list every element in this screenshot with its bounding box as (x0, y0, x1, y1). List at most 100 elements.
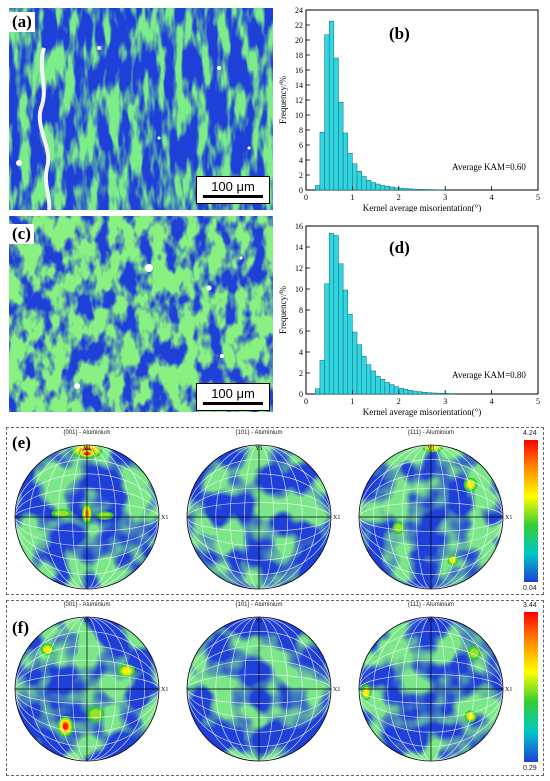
panel-label-b: (b) (389, 24, 410, 43)
scale-bar-c-line (203, 402, 263, 405)
y-tick-label-d-2: 4 (299, 348, 303, 357)
y-tick-label-b-9: 18 (295, 51, 303, 60)
x-axis-label-d: Kernel average misorientation(°) (363, 407, 482, 417)
y-tick-label-b-7: 14 (295, 81, 303, 90)
bar-b-17 (384, 186, 390, 191)
bar-b-9 (347, 153, 353, 191)
bar-d-3 (319, 360, 325, 395)
x-tick-label-b-3: 3 (443, 193, 447, 202)
pole-figure-f1: Y1 X1 (14, 616, 168, 762)
bar-b-5 (328, 21, 335, 191)
y-tick-label-d-7: 14 (295, 243, 303, 252)
y-tick-label-b-12: 24 (295, 6, 303, 15)
pole-figure-f2-texture (187, 617, 331, 761)
pole-figure-f2-y-axis-label: Y1 (255, 618, 262, 624)
bar-b-14 (370, 182, 376, 191)
scale-bar-c-label: 100 μm (211, 386, 255, 401)
y-axis-label-b: Frequency/% (278, 76, 288, 124)
scale-bar-a: 100 μm (196, 176, 270, 204)
colorbar-f-max: 3.44 (523, 602, 537, 609)
y-tick-label-d-4: 8 (299, 306, 303, 315)
y-tick-label-b-6: 12 (295, 96, 303, 105)
bar-d-16 (379, 379, 386, 395)
pole-figure-f2-x-axis-label: X1 (333, 687, 340, 693)
panel-label-f: (f) (12, 618, 29, 637)
y-tick-label-b-4: 8 (299, 126, 303, 135)
bar-b-7 (338, 102, 344, 191)
bar-d-17 (384, 382, 390, 395)
x-tick-label-d-0: 0 (304, 397, 308, 406)
y-tick-label-b-1: 2 (299, 171, 303, 180)
y-tick-label-b-10: 20 (295, 36, 303, 45)
colorbar-f-min: 0.29 (523, 765, 537, 772)
pole-figure-f3-x-axis-label: X1 (505, 687, 512, 693)
bar-d-30 (444, 393, 451, 395)
bar-b-8 (342, 132, 349, 191)
bar-d-7 (338, 263, 344, 395)
pole-figure-e2-texture (187, 445, 331, 589)
bar-d-6 (333, 235, 339, 395)
pole-figure-e3-x-axis-label: X1 (505, 515, 512, 521)
pole-figure-e2-x-axis-label: X1 (333, 515, 340, 521)
pole-figure-e3-texture (359, 445, 503, 589)
y-tick-label-d-0: 0 (299, 390, 303, 399)
bar-d-20 (398, 387, 404, 395)
pole-figure-f3: Y1 X1 (358, 616, 512, 762)
bar-b-23 (412, 188, 418, 191)
x-tick-label-b-4: 4 (490, 193, 494, 202)
pole-figure-frame-e (6, 427, 544, 595)
bar-b-24 (417, 189, 423, 191)
bar-b-12 (361, 176, 367, 191)
panel-label-a: (a) (9, 12, 35, 32)
bar-d-26 (426, 392, 432, 395)
panel-label-c: (c) (9, 224, 34, 244)
y-tick-label-b-8: 16 (295, 66, 303, 75)
pole-figure-e1-texture (15, 445, 159, 589)
bar-b-18 (389, 186, 395, 191)
y-tick-label-b-5: 10 (295, 111, 303, 120)
x-tick-label-d-4: 4 (490, 397, 494, 406)
pole-figure-f3-title: {111} - Aluminium (407, 602, 455, 608)
bar-d-5 (328, 233, 335, 395)
pole-figure-e3: Y1 X1 (358, 444, 512, 590)
x-tick-label-b-5: 5 (536, 193, 540, 202)
bar-d-22 (407, 390, 413, 395)
colorbar-e (524, 440, 538, 582)
bar-d-21 (403, 389, 409, 395)
bar-d-25 (421, 391, 427, 395)
bar-d-13 (366, 364, 372, 395)
y-tick-label-d-1: 2 (299, 369, 303, 378)
bar-b-3 (319, 132, 325, 191)
pole-figure-e3-y-axis-label: Y1 (427, 446, 434, 452)
y-tick-label-d-8: 16 (295, 222, 303, 231)
pole-figure-e1-x-axis-label: X1 (161, 515, 168, 521)
kam-map-c (9, 216, 273, 412)
pole-figure-f1-x-axis-label: X1 (161, 687, 168, 693)
bar-d-4 (324, 283, 330, 395)
y-tick-label-b-3: 6 (299, 141, 303, 150)
pole-figure-f1-y-axis-label: Y1 (83, 618, 90, 624)
x-axis-label-b: Kernel average misorientation(°) (363, 203, 482, 212)
bar-d-9 (347, 313, 353, 395)
pole-figure-f2: Y1 X1 (186, 616, 340, 762)
bar-d-24 (417, 391, 423, 395)
bar-d-27 (431, 392, 437, 395)
pole-figure-f3-texture (359, 617, 503, 761)
bar-d-11 (356, 344, 362, 395)
pole-figure-e1-title: {001} - Aluminium (63, 430, 111, 436)
bar-b-20 (398, 187, 404, 191)
kam-map-a (9, 8, 273, 210)
pole-figure-f3-y-axis-label: Y1 (427, 618, 434, 624)
colorbar-e-max: 4.24 (523, 430, 537, 437)
x-tick-label-d-3: 3 (443, 397, 447, 406)
bar-d-10 (352, 331, 358, 395)
pole-figure-e2-y-axis-label: Y1 (255, 446, 262, 452)
pole-figure-frame-f (6, 600, 544, 776)
y-tick-label-b-2: 4 (299, 156, 303, 165)
bar-b-6 (333, 57, 339, 191)
bar-b-2 (315, 185, 321, 191)
pole-figure-e2-title: {101} - Aluminium (235, 430, 283, 436)
x-tick-label-b-1: 1 (350, 193, 354, 202)
y-tick-label-d-6: 12 (295, 264, 303, 273)
